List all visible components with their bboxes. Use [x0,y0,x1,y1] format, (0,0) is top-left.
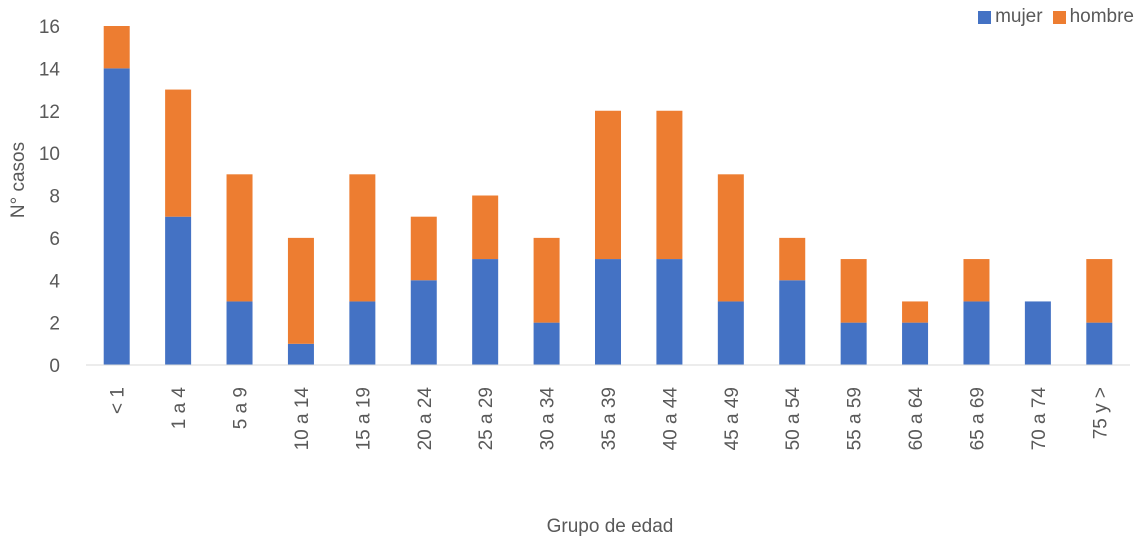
y-tick-label: 8 [49,187,60,208]
bar-hombre-0 [103,26,130,69]
legend-item-hombre: hombre [1052,6,1134,28]
x-tick-label: 45 a 49 [722,387,743,450]
y-tick-label: 12 [39,102,60,123]
bar-mujer-14 [963,301,990,365]
bar-hombre-4 [349,174,376,302]
x-tick-label: < 1 [108,387,129,414]
legend-swatch-mujer [978,10,992,24]
x-tick-label: 10 a 14 [292,387,313,451]
bar-hombre-9 [656,110,683,260]
y-tick-label: 10 [39,144,60,165]
x-tick-label: 55 a 59 [845,387,866,450]
bar-hombre-2 [226,174,253,302]
x-tick-label: 75 y > [1090,387,1111,439]
x-tick-label: 50 a 54 [783,387,804,451]
bar-mujer-3 [287,343,314,365]
bar-mujer-13 [902,322,929,365]
bar-mujer-6 [472,259,499,365]
y-axis-ticks: 0 2 4 6 8 10 12 14 16 [39,17,61,377]
y-tick-label: 6 [49,229,60,250]
bar-hombre-8 [595,110,621,260]
legend-item-mujer: mujer [978,6,1043,28]
bar-hombre-7 [533,237,560,323]
x-tick-label: 70 a 74 [1029,387,1050,451]
x-tick-label: 30 a 34 [538,387,559,451]
bar-hombre-13 [902,301,929,323]
legend-label-hombre: hombre [1069,6,1134,27]
bar-mujer-10 [717,301,744,365]
legend: mujer hombre [968,6,1134,28]
x-tick-label: 25 a 29 [476,387,497,450]
y-tick-label: 2 [49,314,60,335]
y-tick-label: 4 [49,271,60,292]
x-tick-label: 1 a 4 [169,387,190,430]
bar-mujer-0 [103,68,130,365]
x-tick-label: 35 a 39 [599,387,620,450]
bar-hombre-5 [410,216,437,281]
y-tick-label: 14 [39,59,61,80]
bar-mujer-16 [1086,322,1113,365]
y-tick-label: 0 [49,356,60,377]
bar-mujer-5 [410,280,437,365]
bar-hombre-10 [717,174,744,302]
bar-mujer-9 [656,259,683,365]
legend-swatch-hombre [1052,10,1066,24]
x-axis-title: Grupo de edad [547,516,674,537]
bar-hombre-6 [472,195,499,260]
bar-hombre-14 [963,259,990,302]
x-tick-label: 40 a 44 [660,387,681,451]
bar-mujer-12 [840,322,867,365]
legend-label-mujer: mujer [995,6,1043,27]
bar-hombre-11 [779,237,806,281]
bar-mujer-11 [779,280,806,365]
x-tick-label: 60 a 64 [906,387,927,451]
bars-layer [103,26,1113,365]
bar-hombre-1 [165,89,192,217]
bar-hombre-12 [840,259,867,323]
y-tick-label: 16 [39,17,60,38]
bar-hombre-16 [1086,259,1113,323]
x-axis-ticks: < 1 1 a 4 5 a 9 10 a 14 15 a 19 20 a 24 25 a 2… [108,387,1112,451]
bar-mujer-15 [1024,301,1051,365]
bar-mujer-4 [349,301,376,365]
bar-mujer-8 [595,259,621,365]
bar-mujer-7 [533,322,560,365]
y-axis-title: N° casos [8,142,29,218]
x-tick-label: 65 a 69 [967,387,988,450]
x-tick-label: 15 a 19 [353,387,374,450]
bar-mujer-2 [226,301,253,365]
x-tick-label: 5 a 9 [231,387,252,429]
bar-hombre-3 [287,237,314,344]
x-tick-label: 20 a 24 [415,387,436,451]
bar-mujer-1 [165,216,192,365]
